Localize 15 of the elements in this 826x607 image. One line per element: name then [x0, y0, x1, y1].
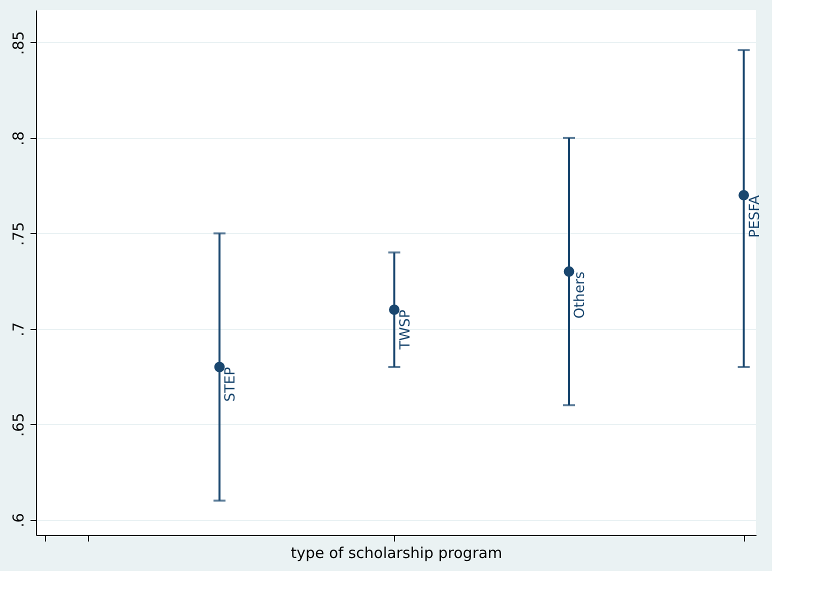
point	[738, 190, 750, 200]
y-tick-label: .75	[10, 222, 28, 246]
annotation: STEP	[222, 367, 238, 402]
y-tick-label: .85	[10, 31, 28, 55]
y-tick-label: .6	[10, 513, 28, 528]
point	[389, 304, 400, 315]
annotation: TWSP	[397, 310, 414, 350]
y-tick-label: .8	[10, 131, 28, 146]
annotation: Others	[572, 272, 588, 319]
point	[564, 266, 574, 277]
y-tick-label: .65	[10, 412, 28, 437]
y-tick-label: .7	[10, 322, 28, 336]
annotation: PESFA	[746, 194, 763, 238]
x-axis-title: type of scholarship program	[290, 544, 502, 562]
point	[214, 362, 225, 372]
